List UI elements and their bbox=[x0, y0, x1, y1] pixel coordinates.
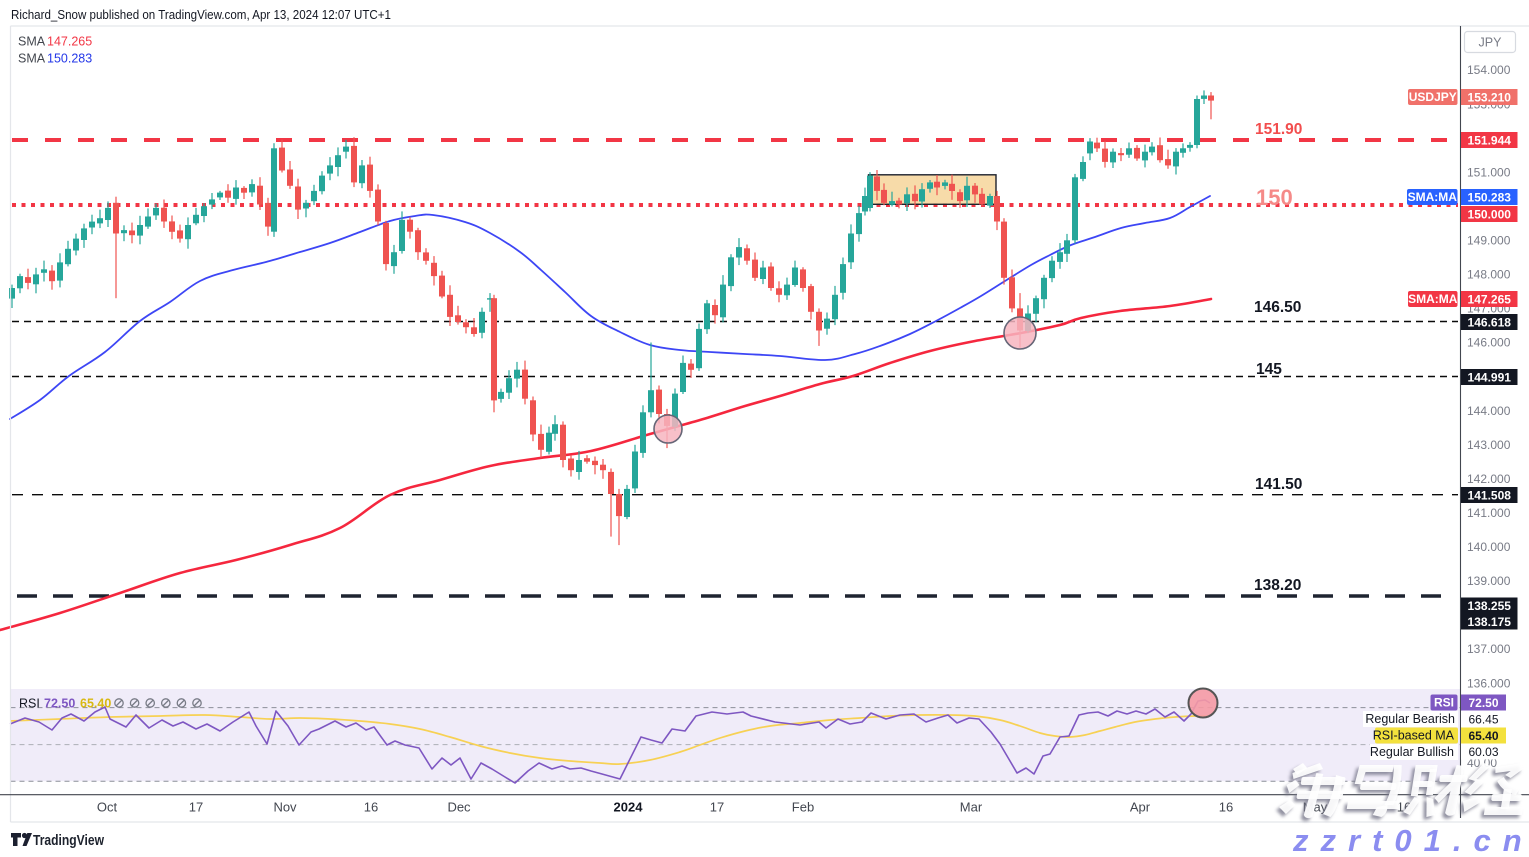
svg-text:151.90: 151.90 bbox=[1255, 121, 1302, 138]
svg-text:136.000: 136.000 bbox=[1467, 676, 1511, 690]
svg-text:SMA: SMA bbox=[18, 35, 46, 49]
svg-text:Apr: Apr bbox=[1130, 800, 1151, 815]
svg-text:16: 16 bbox=[1219, 800, 1233, 815]
svg-text:138.20: 138.20 bbox=[1254, 577, 1301, 594]
svg-text:146.50: 146.50 bbox=[1254, 299, 1301, 316]
svg-text:2024: 2024 bbox=[614, 800, 644, 815]
svg-text:150: 150 bbox=[1256, 185, 1293, 210]
svg-text:144.000: 144.000 bbox=[1467, 404, 1511, 418]
svg-text:153.210: 153.210 bbox=[1468, 90, 1512, 104]
svg-text:RSI-based MA: RSI-based MA bbox=[1373, 729, 1455, 743]
svg-text:143.000: 143.000 bbox=[1467, 438, 1511, 452]
svg-text:Regular Bullish: Regular Bullish bbox=[1370, 745, 1454, 759]
svg-text:144.991: 144.991 bbox=[1468, 370, 1512, 384]
svg-text:150.283: 150.283 bbox=[47, 52, 92, 66]
svg-text:151.000: 151.000 bbox=[1467, 165, 1511, 179]
svg-text:72.50: 72.50 bbox=[44, 697, 75, 711]
svg-text:141.508: 141.508 bbox=[1468, 488, 1512, 502]
svg-text:Richard_Snow published on Trad: Richard_Snow published on TradingView.co… bbox=[11, 7, 391, 22]
svg-text:65.40: 65.40 bbox=[80, 697, 111, 711]
svg-text:Mar: Mar bbox=[960, 800, 983, 815]
svg-text:17: 17 bbox=[189, 800, 203, 815]
svg-text:149.000: 149.000 bbox=[1467, 234, 1511, 248]
svg-text:137.000: 137.000 bbox=[1467, 642, 1511, 656]
svg-text:60.03: 60.03 bbox=[1468, 745, 1498, 759]
svg-text:Nov: Nov bbox=[273, 800, 297, 815]
svg-text:146.618: 146.618 bbox=[1468, 315, 1512, 329]
svg-text:72.50: 72.50 bbox=[1468, 696, 1498, 710]
svg-text:SMA:MA: SMA:MA bbox=[1408, 190, 1458, 204]
svg-text:JPY: JPY bbox=[1479, 36, 1503, 50]
svg-text:142.000: 142.000 bbox=[1467, 472, 1511, 486]
svg-text:150.000: 150.000 bbox=[1468, 207, 1512, 221]
svg-text:TradingView: TradingView bbox=[33, 833, 105, 849]
svg-text:Regular Bearish: Regular Bearish bbox=[1365, 712, 1455, 726]
svg-text:17: 17 bbox=[710, 800, 724, 815]
svg-text:zzrt01.cn: zzrt01.cn bbox=[1292, 823, 1529, 857]
svg-text:Dec: Dec bbox=[447, 800, 471, 815]
svg-text:148.000: 148.000 bbox=[1467, 268, 1511, 282]
svg-text:141.50: 141.50 bbox=[1255, 476, 1302, 493]
svg-text:USDJPY: USDJPY bbox=[1409, 90, 1457, 104]
svg-text:151.944: 151.944 bbox=[1468, 133, 1512, 147]
svg-text:RSI: RSI bbox=[19, 697, 40, 711]
svg-text:Oct: Oct bbox=[97, 800, 118, 815]
svg-text:147.265: 147.265 bbox=[1468, 292, 1512, 306]
svg-text:154.000: 154.000 bbox=[1467, 63, 1511, 77]
svg-text:RSI: RSI bbox=[1434, 696, 1454, 710]
svg-text:65.40: 65.40 bbox=[1468, 729, 1498, 743]
svg-text:146.000: 146.000 bbox=[1467, 336, 1511, 350]
svg-text:138.255: 138.255 bbox=[1468, 599, 1512, 613]
svg-text:Feb: Feb bbox=[792, 800, 814, 815]
svg-text:147.265: 147.265 bbox=[47, 35, 92, 49]
svg-text:140.000: 140.000 bbox=[1467, 540, 1511, 554]
svg-text:141.000: 141.000 bbox=[1467, 506, 1511, 520]
svg-text:150.283: 150.283 bbox=[1468, 190, 1512, 204]
svg-text:SMA:MA: SMA:MA bbox=[1408, 292, 1458, 306]
svg-text:139.000: 139.000 bbox=[1467, 574, 1511, 588]
svg-text:145: 145 bbox=[1256, 361, 1282, 378]
svg-text:16: 16 bbox=[364, 800, 378, 815]
svg-text:138.175: 138.175 bbox=[1468, 615, 1512, 629]
svg-text:66.45: 66.45 bbox=[1468, 712, 1498, 726]
svg-text:SMA: SMA bbox=[18, 52, 46, 66]
